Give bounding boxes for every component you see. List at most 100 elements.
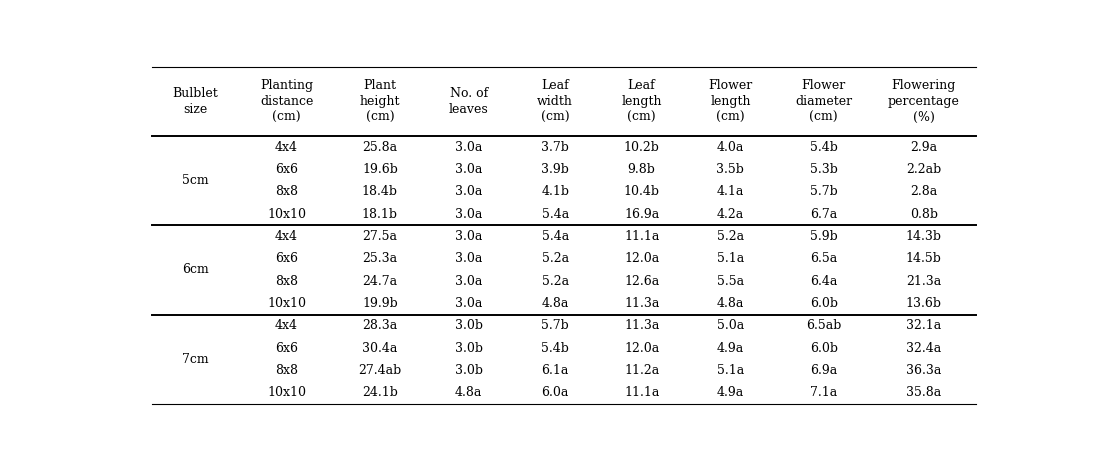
Text: 19.9b: 19.9b: [362, 297, 398, 310]
Text: 3.5b: 3.5b: [717, 163, 744, 176]
Text: 6.0a: 6.0a: [541, 386, 569, 399]
Text: Flower
diameter
(cm): Flower diameter (cm): [796, 79, 853, 124]
Text: No. of
leaves: No. of leaves: [448, 87, 489, 116]
Text: 4.9a: 4.9a: [717, 386, 744, 399]
Text: Bulblet
size: Bulblet size: [173, 87, 218, 116]
Text: Flower
length
(cm): Flower length (cm): [708, 79, 753, 124]
Text: 2.8a: 2.8a: [911, 185, 937, 198]
Text: 2.2ab: 2.2ab: [906, 163, 941, 176]
Text: Leaf
width
(cm): Leaf width (cm): [537, 79, 573, 124]
Text: 27.5a: 27.5a: [363, 230, 398, 243]
Text: 3.0b: 3.0b: [455, 342, 482, 355]
Text: 4.1a: 4.1a: [717, 185, 744, 198]
Text: 5.0a: 5.0a: [717, 319, 744, 332]
Text: 3.9b: 3.9b: [541, 163, 569, 176]
Text: 3.0a: 3.0a: [455, 141, 482, 153]
Text: 19.6b: 19.6b: [362, 163, 398, 176]
Text: 3.7b: 3.7b: [541, 141, 569, 153]
Text: 4x4: 4x4: [275, 319, 298, 332]
Text: 18.1b: 18.1b: [362, 207, 398, 220]
Text: 4x4: 4x4: [275, 141, 298, 153]
Text: 6.1a: 6.1a: [541, 364, 569, 377]
Text: 3.0a: 3.0a: [455, 163, 482, 176]
Text: 6x6: 6x6: [275, 163, 298, 176]
Text: 6x6: 6x6: [275, 252, 298, 265]
Text: 25.3a: 25.3a: [363, 252, 398, 265]
Text: 3.0b: 3.0b: [455, 364, 482, 377]
Text: 6x6: 6x6: [275, 342, 298, 355]
Text: 21.3a: 21.3a: [906, 274, 941, 288]
Text: 7.1a: 7.1a: [810, 386, 837, 399]
Text: 3.0a: 3.0a: [455, 252, 482, 265]
Text: 6.9a: 6.9a: [810, 364, 837, 377]
Text: 5.3b: 5.3b: [810, 163, 837, 176]
Text: 3.0a: 3.0a: [455, 297, 482, 310]
Text: 3.0a: 3.0a: [455, 274, 482, 288]
Text: 10.2b: 10.2b: [624, 141, 660, 153]
Text: 5.2a: 5.2a: [541, 252, 569, 265]
Text: 8x8: 8x8: [275, 185, 298, 198]
Text: 36.3a: 36.3a: [906, 364, 941, 377]
Text: 12.6a: 12.6a: [624, 274, 660, 288]
Text: 5.2a: 5.2a: [541, 274, 569, 288]
Text: 11.1a: 11.1a: [624, 386, 660, 399]
Text: 5.9b: 5.9b: [810, 230, 837, 243]
Text: 14.5b: 14.5b: [906, 252, 941, 265]
Text: 4.8a: 4.8a: [717, 297, 744, 310]
Text: 7cm: 7cm: [182, 353, 209, 366]
Text: 10x10: 10x10: [267, 297, 306, 310]
Text: 11.3a: 11.3a: [624, 319, 660, 332]
Text: 4.1b: 4.1b: [541, 185, 569, 198]
Text: 12.0a: 12.0a: [624, 342, 660, 355]
Text: 5.2a: 5.2a: [717, 230, 744, 243]
Text: 4.8a: 4.8a: [541, 297, 569, 310]
Text: 5.5a: 5.5a: [717, 274, 744, 288]
Text: 9.8b: 9.8b: [628, 163, 655, 176]
Text: 3.0a: 3.0a: [455, 230, 482, 243]
Text: 6.0b: 6.0b: [810, 297, 837, 310]
Text: 5.1a: 5.1a: [717, 252, 744, 265]
Text: 4.2a: 4.2a: [717, 207, 744, 220]
Text: 6.0b: 6.0b: [810, 342, 837, 355]
Text: 2.9a: 2.9a: [911, 141, 937, 153]
Text: 6cm: 6cm: [182, 263, 209, 276]
Text: 3.0b: 3.0b: [455, 319, 482, 332]
Text: 3.0a: 3.0a: [455, 185, 482, 198]
Text: 5.4a: 5.4a: [541, 207, 569, 220]
Text: 10x10: 10x10: [267, 207, 306, 220]
Text: 28.3a: 28.3a: [363, 319, 398, 332]
Text: 4.9a: 4.9a: [717, 342, 744, 355]
Text: 5.7b: 5.7b: [541, 319, 569, 332]
Text: 5.4a: 5.4a: [541, 230, 569, 243]
Text: 4.0a: 4.0a: [717, 141, 744, 153]
Text: 4x4: 4x4: [275, 230, 298, 243]
Text: 10.4b: 10.4b: [624, 185, 660, 198]
Text: 5.4b: 5.4b: [810, 141, 837, 153]
Text: 24.1b: 24.1b: [362, 386, 398, 399]
Text: 32.1a: 32.1a: [906, 319, 941, 332]
Text: 14.3b: 14.3b: [906, 230, 941, 243]
Text: 5.7b: 5.7b: [810, 185, 837, 198]
Text: 32.4a: 32.4a: [906, 342, 941, 355]
Text: Plant
height
(cm): Plant height (cm): [359, 79, 400, 124]
Text: 35.8a: 35.8a: [906, 386, 941, 399]
Text: 12.0a: 12.0a: [624, 252, 660, 265]
Text: 16.9a: 16.9a: [624, 207, 660, 220]
Text: 6.7a: 6.7a: [810, 207, 837, 220]
Text: 11.1a: 11.1a: [624, 230, 660, 243]
Text: 8x8: 8x8: [275, 274, 298, 288]
Text: 27.4ab: 27.4ab: [358, 364, 401, 377]
Text: 4.8a: 4.8a: [455, 386, 482, 399]
Text: 24.7a: 24.7a: [363, 274, 398, 288]
Text: 8x8: 8x8: [275, 364, 298, 377]
Text: 13.6b: 13.6b: [906, 297, 941, 310]
Text: 5cm: 5cm: [182, 174, 209, 187]
Text: 0.8b: 0.8b: [910, 207, 938, 220]
Text: Flowering
percentage
(%): Flowering percentage (%): [888, 79, 960, 124]
Text: 18.4b: 18.4b: [362, 185, 398, 198]
Text: 25.8a: 25.8a: [363, 141, 398, 153]
Text: 11.3a: 11.3a: [624, 297, 660, 310]
Text: 6.5a: 6.5a: [810, 252, 837, 265]
Text: 5.4b: 5.4b: [541, 342, 569, 355]
Text: Planting
distance
(cm): Planting distance (cm): [260, 79, 313, 124]
